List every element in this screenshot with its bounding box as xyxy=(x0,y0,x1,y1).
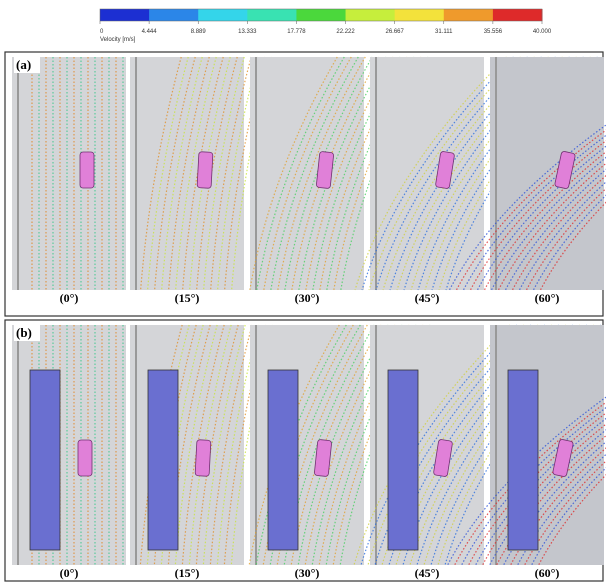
colorbar-segment xyxy=(444,9,494,21)
angle-caption: (0°) xyxy=(60,566,79,580)
car xyxy=(78,440,92,476)
figure: Velocity [m/s] 0 4.444 8.889 13.333 17.778 22… xyxy=(0,0,606,584)
colorbar-segment xyxy=(395,9,445,21)
colorbar-tick-label: 13.333 xyxy=(238,29,257,35)
colorbar-tick-label: 17.778 xyxy=(287,29,306,35)
colorbar-segment xyxy=(247,9,297,21)
truck xyxy=(148,370,178,550)
truck xyxy=(388,370,418,550)
angle-caption: (15°) xyxy=(175,291,200,305)
flow-image xyxy=(12,325,126,565)
car xyxy=(80,152,94,188)
angle-caption: (60°) xyxy=(535,566,560,580)
angle-caption: (15°) xyxy=(175,566,200,580)
truck xyxy=(30,370,60,550)
image-bg xyxy=(370,325,484,565)
angle-caption: (0°) xyxy=(60,291,79,305)
colorbar-tick-label: 4.444 xyxy=(142,29,158,35)
angle-caption: (45°) xyxy=(415,291,440,305)
colorbar-label: Velocity [m/s] xyxy=(100,37,136,43)
panel-label: (b) xyxy=(16,325,32,340)
angle-caption: (60°) xyxy=(535,291,560,305)
colorbar-tick-label: 35.556 xyxy=(484,29,503,35)
angle-caption: (30°) xyxy=(295,291,320,305)
colorbar-tick-label: 8.889 xyxy=(191,29,207,35)
colorbar-segment xyxy=(198,9,248,21)
colorbar-tick-label: 26.667 xyxy=(385,29,404,35)
flow-image xyxy=(12,57,126,290)
colorbar-segment xyxy=(296,9,346,21)
angle-caption: (45°) xyxy=(415,566,440,580)
truck xyxy=(268,370,298,550)
panel-label: (a) xyxy=(16,57,31,72)
car xyxy=(197,152,213,189)
image-bg xyxy=(130,325,244,565)
colorbar-tick-label: 0 xyxy=(100,29,104,35)
car xyxy=(195,440,211,477)
truck xyxy=(508,370,538,550)
colorbar-tick-label: 40.000 xyxy=(533,29,552,35)
colorbar-segment xyxy=(100,9,150,21)
colorbar-tick-label: 31.111 xyxy=(435,29,453,35)
angle-caption: (30°) xyxy=(295,566,320,580)
colorbar-segment xyxy=(149,9,199,21)
image-bg xyxy=(250,325,364,565)
image-bg xyxy=(250,57,364,290)
colorbar-segment xyxy=(346,9,396,21)
colorbar-segment xyxy=(493,9,543,21)
colorbar-tick-label: 22.222 xyxy=(336,29,355,35)
image-bg xyxy=(130,57,244,290)
